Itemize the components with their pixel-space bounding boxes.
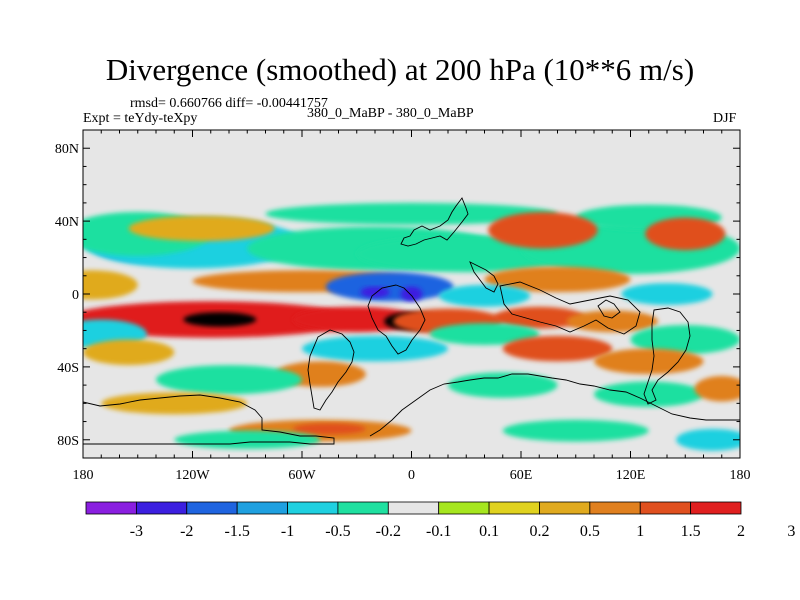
field-feature-37 — [694, 376, 740, 402]
colorbar-label: 0.5 — [580, 523, 600, 540]
field-feature-42 — [676, 428, 740, 451]
field-feature-12 — [83, 270, 138, 300]
field-feature-40 — [292, 423, 366, 435]
x-tick-label: 180 — [730, 468, 751, 483]
colorbar-swatch — [85, 501, 137, 515]
colorbar-swatch — [488, 501, 540, 515]
season-label: DJF — [713, 111, 737, 126]
colorbar-label: 0.1 — [479, 523, 499, 540]
colorbar-swatch — [236, 501, 288, 515]
colorbar-label: 3 — [787, 523, 795, 540]
field-feature-28 — [429, 323, 540, 346]
colorbar-swatch — [135, 501, 188, 515]
colorbar-label: -2 — [180, 523, 193, 540]
field-feature-34 — [156, 365, 302, 395]
field-feature-25 — [566, 310, 658, 333]
colorbar-swatch — [337, 501, 389, 515]
x-tick-label: 60E — [510, 468, 533, 483]
stats-line: rmsd= 0.660766 diff= -0.00441757 — [130, 96, 328, 111]
axis-ticks: 180 120W 60W 0 60E 120E 180 80N 40N 0 40S 80S — [55, 130, 751, 483]
y-tick-label: 0 — [72, 288, 79, 303]
colorbar-label: 2 — [737, 523, 745, 540]
colorbar-swatch — [186, 501, 238, 515]
colorbar-swatch — [539, 501, 591, 515]
north-america-coast — [400, 197, 469, 247]
southern-land-coast — [83, 394, 335, 445]
maritime-continent-coast — [597, 299, 621, 319]
field-feature-35 — [448, 372, 558, 398]
x-tick-label: 120E — [616, 468, 646, 483]
field-feature-15 — [360, 286, 390, 298]
colorbar-swatch — [639, 501, 692, 515]
divergence-field — [83, 202, 740, 451]
colorbar-swatch — [589, 501, 641, 515]
field-feature-17 — [438, 284, 531, 307]
expt-line: Expt = teYdy-teXpy — [83, 111, 198, 126]
arabia-coast — [469, 261, 499, 293]
field-feature-18 — [621, 283, 713, 305]
south-america-coast — [307, 329, 355, 411]
field-feature-43 — [174, 430, 321, 449]
colorbar-label: 1.5 — [681, 523, 701, 540]
colorbar-swatch — [690, 501, 742, 515]
australia-coast — [643, 307, 691, 405]
field-feature-33 — [594, 348, 704, 375]
colorbar-swatch — [438, 501, 490, 515]
colorbar-label: -1 — [281, 523, 294, 540]
comparison-label: 380_0_MaBP - 380_0_MaBP — [307, 106, 474, 121]
southern-land-coast-east — [369, 373, 740, 437]
chart-title: Divergence (smoothed) at 200 hPa (10**6 … — [105, 52, 695, 87]
field-feature-30 — [502, 335, 613, 362]
x-tick-label: 120W — [175, 468, 210, 483]
field-feature-24 — [493, 306, 585, 329]
x-tick-label: 0 — [408, 468, 415, 483]
field-feature-6 — [265, 202, 558, 225]
colorbar-label: -0.1 — [426, 523, 451, 540]
africa-coast — [367, 284, 426, 355]
field-feature-16 — [400, 286, 423, 302]
field-feature-36 — [594, 381, 704, 407]
x-tick-label: 180 — [73, 468, 94, 483]
colorbar-label: 0.2 — [529, 523, 549, 540]
field-feature-13 — [484, 266, 631, 293]
colorbar-label: 1 — [636, 523, 644, 540]
asia-coast — [499, 281, 641, 335]
field-feature-27 — [302, 335, 448, 362]
field-feature-10 — [128, 215, 275, 242]
coastlines — [83, 197, 740, 445]
colorbar-label: -0.5 — [325, 523, 350, 540]
field-feature-41 — [502, 419, 649, 442]
field-feature-8 — [488, 212, 598, 249]
field-feature-9 — [645, 217, 726, 251]
y-tick-label: 80N — [55, 142, 79, 157]
colorbar-label: -1.5 — [224, 523, 249, 540]
field-feature-38 — [101, 392, 248, 415]
colorbar: -3 -2 -1.5 -1 -0.5 -0.2 -0.1 0.1 0.2 0.5 1 1.5 2 3 — [85, 501, 795, 540]
colorbar-swatch — [387, 501, 440, 515]
x-tick-label: 60W — [288, 468, 316, 483]
y-tick-label: 80S — [57, 434, 79, 449]
field-feature-31 — [83, 339, 175, 366]
colorbar-label: -3 — [130, 523, 143, 540]
y-tick-label: 40N — [55, 215, 79, 230]
field-feature-20 — [183, 312, 257, 327]
y-tick-label: 40S — [57, 361, 79, 376]
colorbar-swatch — [287, 501, 339, 515]
field-feature-29 — [630, 324, 740, 355]
colorbar-label: -0.2 — [376, 523, 401, 540]
